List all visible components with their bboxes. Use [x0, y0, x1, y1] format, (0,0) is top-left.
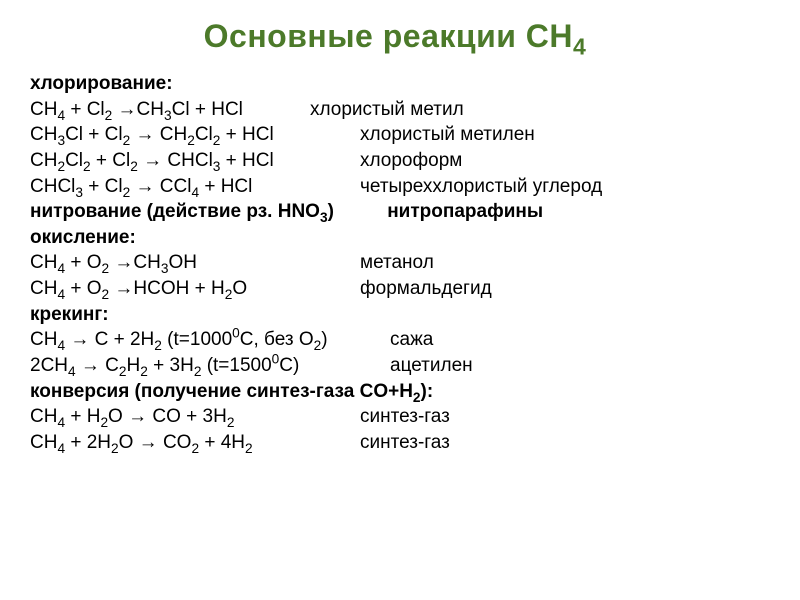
conversion-r1-name: синтез-газ — [360, 406, 450, 427]
nitration-label: нитрование (действие рз. HNO3) — [30, 201, 334, 222]
nitration-extra: нитропарафины — [387, 201, 543, 222]
chlorination-r2: CH3Cl + Cl2 → CH2Cl2 + HClхлористый мети… — [30, 122, 760, 148]
conversion-r1: CH4 + H2O → CO + 3H2синтез-газ — [30, 404, 760, 430]
cracking-label: крекинг: — [30, 302, 760, 328]
cracking-r1: CH4 → C + 2H2 (t=10000C, без O2)сажа — [30, 327, 760, 353]
chlorination-r1: CH4 + Cl2 →CH3Cl + HClхлористый метил — [30, 97, 760, 123]
chlorination-r1-name: хлористый метил — [310, 99, 464, 120]
chlorination-r4: CHCl3 + Cl2 → CCl4 + HClчетыреххлористый… — [30, 174, 760, 200]
chlorination-r3-name: хлороформ — [360, 150, 462, 171]
cracking-r2: 2CH4 → C2H2 + 3H2 (t=15000C)ацетилен — [30, 353, 760, 379]
chlorination-r3: CH2Cl2 + Cl2 → CHCl3 + HClхлороформ — [30, 148, 760, 174]
conversion-r2: CH4 + 2H2O → CO2 + 4H2синтез-газ — [30, 430, 760, 456]
oxidation-label: окисление: — [30, 225, 760, 251]
cracking-r1-name: сажа — [390, 329, 433, 350]
chlorination-label: хлорирование: — [30, 71, 760, 97]
oxidation-r2: CH4 + O2 →HCOH + H2Oформальдегид — [30, 276, 760, 302]
oxidation-r1: CH4 + O2 →CH3OHметанол — [30, 250, 760, 276]
cracking-r2-name: ацетилен — [390, 355, 473, 376]
nitration-line: нитрование (действие рз. HNO3) нитропара… — [30, 199, 760, 225]
chlorination-r4-name: четыреххлористый углерод — [360, 176, 602, 197]
oxidation-r2-name: формальдегид — [360, 278, 492, 299]
chlorination-r2-name: хлористый метилен — [360, 124, 535, 145]
page-title: Основные реакции CH4 — [30, 18, 760, 55]
conversion-label: конверсия (получение синтез-газа CO+H2): — [30, 379, 760, 405]
oxidation-r1-name: метанол — [360, 252, 434, 273]
conversion-r2-name: синтез-газ — [360, 432, 450, 453]
